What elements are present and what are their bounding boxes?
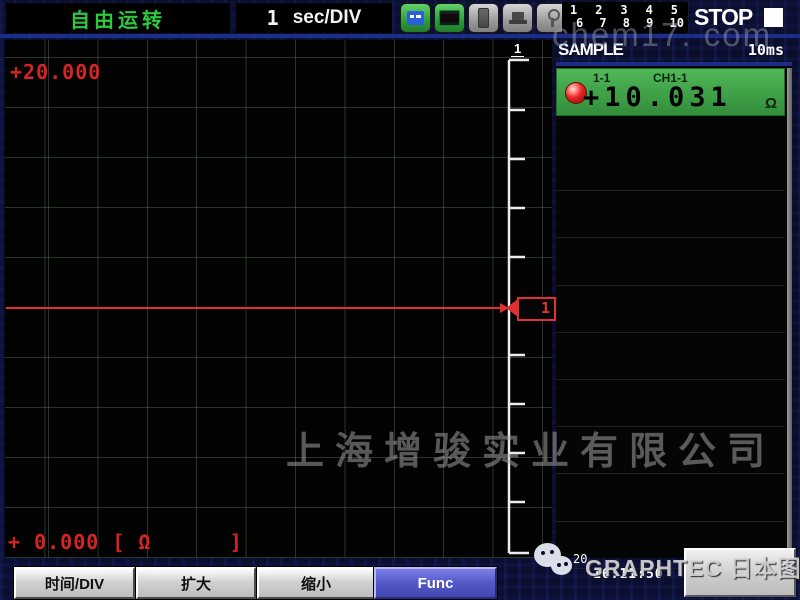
empty-channel-slot	[556, 144, 785, 192]
scale-channel-label: 1	[511, 41, 525, 57]
panel-scrollbar[interactable]	[787, 68, 792, 584]
timediv-unit: sec/DIV	[292, 7, 362, 28]
stop-indicator: STOP	[694, 4, 784, 31]
range-upper-value: +20.000	[10, 60, 102, 84]
channel-number: 5	[670, 3, 678, 17]
channel-list: 1-1 CH1-1 +10.031 Ω	[556, 66, 792, 584]
timediv-box: 1 sec/DIV	[236, 3, 392, 33]
pc-icon	[502, 3, 533, 33]
empty-channel-slot	[556, 522, 785, 569]
display-icon	[434, 3, 465, 33]
channel-number: 3	[620, 3, 628, 17]
sample-rate-value: 10ms	[747, 41, 784, 59]
ch1-trace	[6, 307, 500, 309]
sample-label: SAMPLE	[558, 40, 624, 59]
empty-channel-slot	[556, 427, 785, 475]
topbar-divider	[0, 34, 800, 38]
empty-channel-slot	[556, 333, 785, 380]
empty-channel-slot	[556, 474, 785, 522]
empty-channel-slot	[556, 238, 785, 286]
usb-icon	[468, 3, 499, 33]
channel-number: 10	[669, 16, 684, 30]
channel-panel: SAMPLE 10ms 1-1 CH1-1 +10.031 Ω	[556, 38, 792, 584]
record-led-icon	[565, 82, 587, 104]
memory-card-icon	[400, 3, 431, 33]
stop-label: STOP	[694, 4, 753, 30]
channel-number: 8	[622, 16, 630, 30]
trace-marker-arrow-icon	[506, 299, 518, 317]
channel-name-label: CH1-1	[653, 71, 688, 85]
channel-number: 2	[595, 3, 603, 17]
stop-square-icon	[764, 8, 784, 27]
empty-channel-slot	[556, 380, 785, 428]
time-text: 16:11:50	[593, 567, 664, 582]
brand-plate	[684, 548, 796, 597]
channel-card-ch1[interactable]: 1-1 CH1-1 +10.031 Ω	[556, 68, 785, 116]
trace-arrow-icon	[500, 303, 509, 313]
panel-divider	[556, 62, 792, 66]
empty-channel-slot	[556, 191, 785, 239]
timediv-value: 1	[266, 6, 279, 30]
channel-group-label: 1-1	[593, 71, 611, 85]
wechat-icon	[534, 541, 578, 587]
run-status-label: 自由运转	[70, 9, 166, 32]
trace-position-marker: 1	[517, 297, 556, 321]
waveform-plot	[5, 40, 552, 558]
func-button[interactable]: Func	[374, 567, 497, 599]
channel-number: 7	[599, 16, 607, 30]
status-icon-strip	[400, 3, 567, 33]
empty-channel-slot	[556, 286, 785, 333]
key-lock-icon	[536, 3, 567, 33]
zoom-in-button[interactable]: 扩大	[136, 567, 256, 599]
cursor-readout: + 0.000 [ Ω ]	[8, 530, 243, 554]
channel-value: +10.031	[583, 82, 732, 113]
channel-number-grid: 1 2 3 4 5 6 7 8 9 10	[562, 2, 688, 33]
zoom-out-button[interactable]: 缩小	[257, 567, 375, 599]
date-text: 20	[573, 552, 588, 566]
run-status-box: 自由运转	[6, 3, 230, 33]
channel-number: 4	[645, 3, 653, 17]
channel-unit: Ω	[764, 95, 777, 112]
channel-number: 9	[646, 16, 654, 30]
sample-rate-row: SAMPLE 10ms	[556, 38, 792, 62]
channel-number: 6	[576, 16, 584, 30]
empty-channel-slots	[556, 144, 785, 569]
timediv-button[interactable]: 时间/DIV	[14, 567, 135, 599]
channel-number: 1	[570, 3, 578, 17]
